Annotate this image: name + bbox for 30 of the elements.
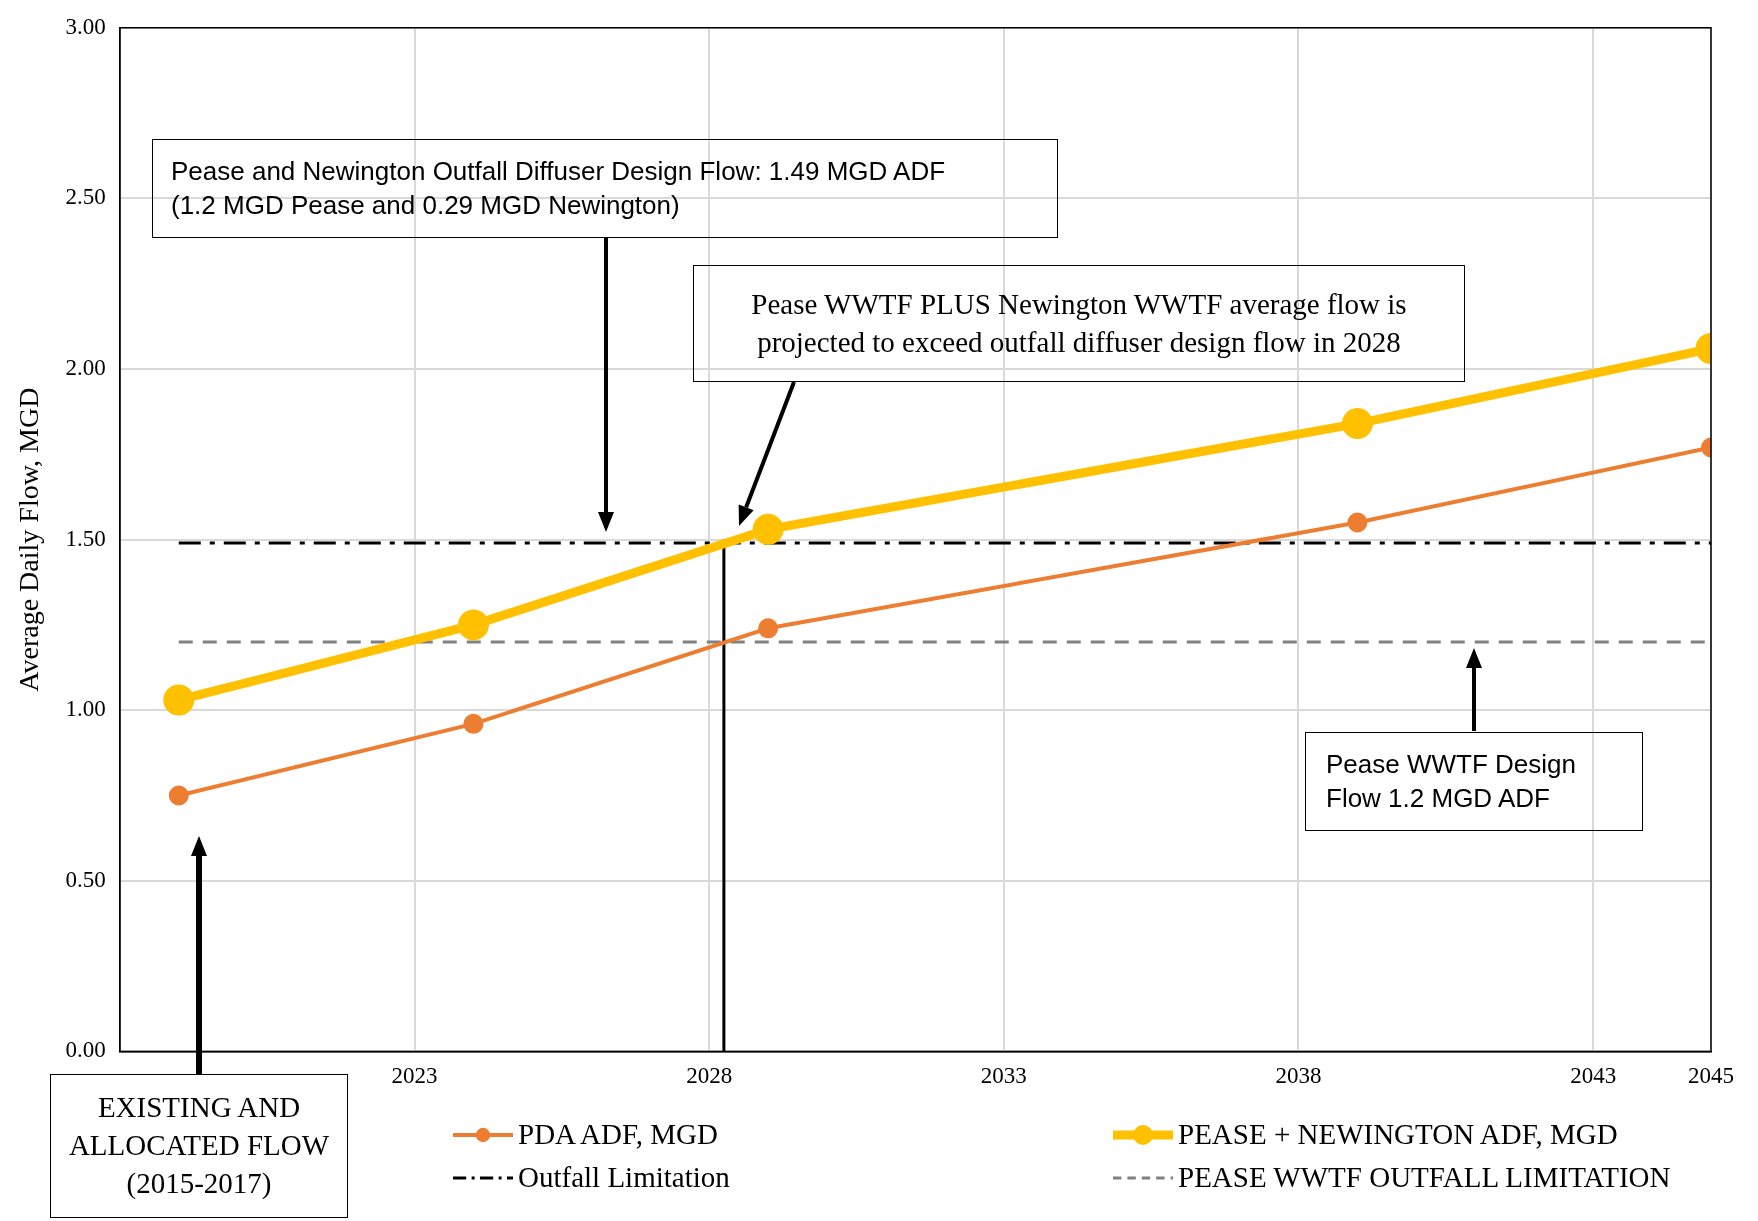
x-tick-label: 2028	[686, 1063, 733, 1089]
legend-label: PEASE + NEWINGTON ADF, MGD	[1178, 1118, 1618, 1151]
y-axis-title: Average Daily Flow, MGD	[13, 387, 45, 692]
y-tick-label: 3.00	[65, 13, 106, 39]
point	[758, 618, 779, 639]
annotation: Pease and Newington Outfall Diffuser Design Flow: 1.49 MGD ADF (1.2 MGD Pease and 0.29 MGD Newington)	[171, 154, 947, 222]
x-tick-label: 2043	[1570, 1063, 1617, 1089]
y-tick-label: 2.00	[65, 355, 106, 381]
annotation: Pease WWTF Design Flow 1.2 MGD ADF	[1326, 747, 1577, 815]
point	[1347, 512, 1368, 533]
x-tick-label: 2033	[980, 1063, 1027, 1089]
legend-label: PDA ADF, MGD	[518, 1118, 718, 1151]
y-tick-label: 0.00	[65, 1037, 106, 1063]
y-tick-label: 1.00	[65, 696, 106, 722]
x-tick-label: 2023	[391, 1063, 438, 1089]
x-tick-label: 2045	[1688, 1063, 1734, 1089]
point	[752, 513, 784, 545]
y-tick-label: 2.50	[65, 184, 106, 210]
point	[463, 713, 484, 734]
y-tick-label: 0.50	[65, 866, 106, 892]
point	[457, 609, 489, 641]
legend-label: Outfall Limitation	[518, 1161, 730, 1194]
annotation: Pease WWTF PLUS Newington WWTF average flow is projected to exceed outfall diffuser design flow in 2028	[750, 286, 1408, 360]
point	[168, 785, 189, 806]
legend-label: PEASE WWTF OUTFALL LIMITATION	[1178, 1161, 1671, 1194]
text: EXISTING AND ALLOCATED FLOW (2015-2017)	[67, 1090, 331, 1201]
x-tick-label: 2038	[1275, 1063, 1322, 1089]
point	[1341, 408, 1373, 440]
point	[163, 684, 195, 716]
y-tick-label: 1.50	[65, 525, 106, 551]
